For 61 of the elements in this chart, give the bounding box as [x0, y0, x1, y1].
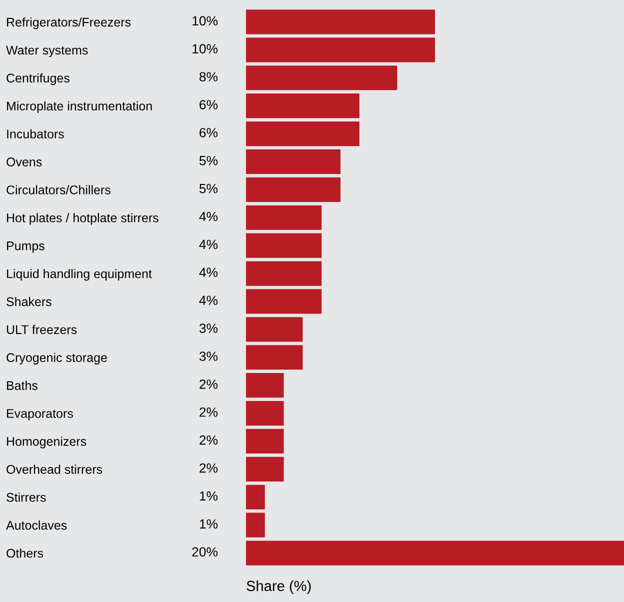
data-label: 6% [200, 128, 218, 138]
data-label: 8% [200, 72, 218, 82]
bar [246, 149, 340, 174]
data-label: 10% [192, 44, 218, 54]
data-label: 4% [199, 268, 218, 278]
y-tick-label: Pumps [7, 242, 44, 253]
data-label: 4% [199, 212, 218, 222]
y-tick-label: Centrifuges [6, 73, 70, 85]
bar [246, 233, 322, 258]
y-tick-label: Hot plates / hotplate stirrers [7, 213, 158, 225]
bar [246, 345, 303, 370]
y-tick-label: ULT freezers [6, 324, 77, 334]
bar [246, 540, 624, 566]
bar [246, 205, 322, 230]
data-label: 3% [199, 352, 218, 361]
y-tick-label: Refrigerators/Freezers [7, 17, 131, 30]
data-label: 5% [199, 184, 218, 194]
y-tick-label: Water systems [6, 46, 88, 58]
data-label: 4% [199, 296, 218, 305]
y-tick-label: Shakers [6, 296, 52, 306]
y-tick-label: Homogenizers [7, 436, 86, 448]
data-label: 4% [199, 240, 218, 250]
data-label: 5% [199, 156, 218, 166]
bar [246, 400, 284, 426]
data-label: 6% [200, 100, 218, 110]
y-tick-label: Liquid handling equipment [7, 268, 152, 281]
data-label: 2% [200, 380, 218, 389]
data-label: 2% [200, 435, 218, 445]
y-tick-label: Overhead stirrers [6, 464, 102, 474]
bar [246, 261, 322, 286]
data-label: 1% [200, 491, 218, 501]
bar [246, 428, 284, 454]
y-tick-label: Circulators/Chillers [6, 185, 110, 194]
data-label: 2% [200, 407, 218, 417]
data-label: 1% [200, 519, 218, 529]
y-tick-label: Evaporators [7, 409, 73, 420]
bar [246, 121, 360, 146]
bar [246, 512, 265, 538]
bar [246, 484, 265, 510]
y-tick-label: Stirrers [6, 492, 46, 502]
y-tick-label: Incubators [7, 129, 64, 138]
y-tick-label: Cryogenic storage [6, 352, 107, 364]
bar [246, 373, 284, 398]
bar [246, 456, 284, 482]
y-tick-label: Microplate instrumentation [7, 101, 152, 113]
bar [246, 94, 360, 118]
y-tick-label: Autoclaves [6, 520, 67, 530]
bar [246, 38, 435, 62]
y-tick-label: Baths [7, 380, 38, 390]
y-tick-label: Ovens [6, 158, 42, 166]
bar [246, 66, 398, 90]
x-axis-title: Share (%) [246, 580, 311, 594]
bar [246, 10, 435, 34]
bar [246, 177, 340, 202]
data-label: 10% [192, 16, 218, 26]
bar [246, 317, 303, 342]
data-label: 2% [200, 463, 218, 473]
data-label: 3% [199, 324, 218, 333]
bar [246, 289, 322, 314]
y-tick-label: Others [6, 548, 44, 558]
data-label: 20% [192, 547, 218, 557]
